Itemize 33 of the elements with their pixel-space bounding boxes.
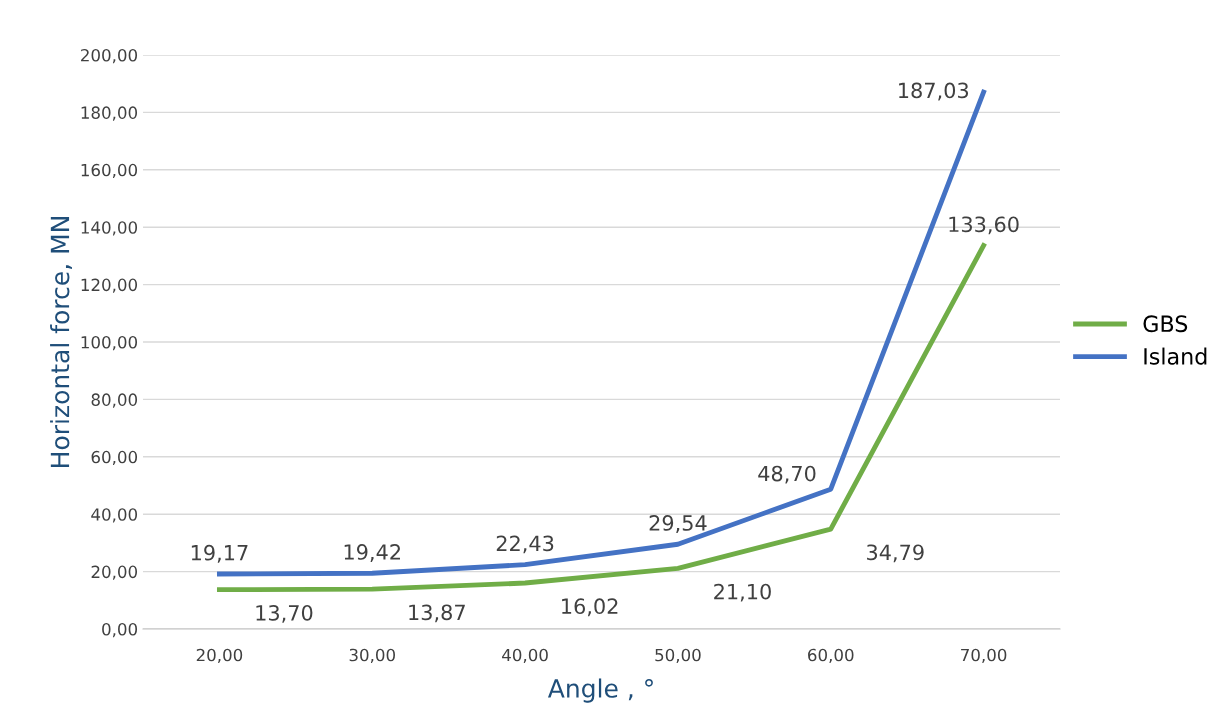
legend-label: Island [1144, 347, 1207, 365]
x-tick-label: 40,00 [502, 648, 548, 664]
x-tick-label: 20,00 [196, 648, 243, 664]
data-label: 21,10 [714, 583, 771, 602]
data-label: 19,42 [344, 544, 400, 562]
y-tick-label: 60,00 [91, 450, 138, 466]
data-label: 187,03 [899, 82, 969, 101]
data-label: 22,43 [496, 535, 554, 554]
data-label: 16,02 [562, 598, 618, 617]
y-tick-label: 140,00 [81, 221, 138, 236]
legend-label: GBS [1143, 315, 1188, 333]
data-label: 13,70 [256, 604, 313, 623]
x-tick-label: 60,00 [808, 648, 854, 664]
y-axis-title: Horizontal force, MN [50, 217, 72, 467]
data-label: 34,79 [867, 544, 924, 563]
data-label: 133,60 [949, 216, 1019, 235]
y-tick-label: 100,00 [81, 335, 138, 351]
y-tick-label: 0,00 [102, 622, 138, 638]
data-label: 29,54 [649, 515, 707, 533]
x-tick-label: 30,00 [349, 648, 395, 664]
data-label: 19,17 [191, 544, 248, 563]
y-tick-label: 200,00 [81, 48, 138, 64]
data-label: 48,70 [758, 465, 816, 484]
y-tick-label: 160,00 [81, 163, 138, 179]
data-label: 13,87 [409, 604, 465, 623]
x-tick-label: 70,00 [961, 648, 1007, 664]
y-tick-label: 120,00 [81, 278, 138, 293]
y-tick-label: 80,00 [91, 393, 138, 408]
x-axis-title: Angle , ° [547, 678, 653, 703]
y-tick-label: 20,00 [91, 565, 138, 580]
y-tick-label: 40,00 [91, 508, 138, 523]
y-tick-label: 180,00 [81, 106, 138, 121]
x-tick-label: 50,00 [655, 648, 701, 664]
